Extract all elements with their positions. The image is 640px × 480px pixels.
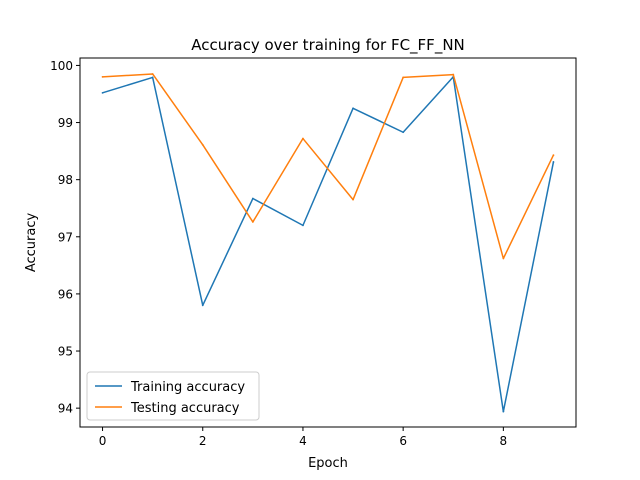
data-point: [302, 137, 304, 140]
data-point: [151, 73, 154, 75]
data-point: [251, 197, 254, 200]
y-tick-label: 100: [50, 59, 73, 73]
data-point: [352, 198, 354, 201]
y-tick-label: 96: [58, 287, 73, 301]
plot-frame: [79, 57, 577, 428]
chart-legend: Training accuracy Testing accuracy: [86, 371, 260, 421]
data-point: [402, 131, 405, 134]
data-point: [201, 143, 204, 146]
y-tick-label: 98: [58, 173, 73, 187]
x-axis-label: Epoch: [308, 456, 348, 471]
y-tick-label: 95: [58, 345, 73, 359]
series-layer: [101, 73, 555, 413]
data-point: [101, 75, 104, 78]
chart-title: Accuracy over training for FC_FF_NN: [191, 36, 465, 55]
data-point: [452, 73, 455, 76]
x-axis-ticks: 0 2 4 6 8: [99, 427, 507, 448]
legend-box: [86, 371, 260, 421]
data-point: [251, 221, 254, 223]
data-point: [302, 224, 304, 227]
data-point: [552, 161, 555, 163]
training-accuracy-line: [102, 76, 555, 413]
legend-label-training: Training accuracy: [130, 380, 245, 395]
x-tick-label: 8: [500, 434, 508, 448]
testing-accuracy-line: [102, 73, 555, 260]
x-tick-label: 4: [299, 434, 307, 448]
data-point: [352, 107, 354, 110]
data-point: [151, 76, 154, 79]
data-point: [552, 154, 555, 157]
x-tick-label: 6: [399, 434, 407, 448]
x-tick-label: 2: [199, 434, 207, 448]
legend-label-testing: Testing accuracy: [130, 401, 240, 416]
y-tick-label: 97: [58, 230, 73, 244]
data-point: [201, 304, 204, 307]
data-point: [502, 257, 505, 260]
x-tick-label: 0: [99, 434, 107, 448]
data-point: [502, 410, 505, 413]
data-point: [101, 91, 104, 94]
y-axis-ticks: 94 95 96 97 98 99 100: [50, 59, 80, 416]
y-axis-label: Accuracy: [24, 213, 39, 273]
y-tick-label: 94: [58, 402, 73, 416]
y-tick-label: 99: [58, 116, 73, 130]
data-point: [402, 76, 405, 79]
